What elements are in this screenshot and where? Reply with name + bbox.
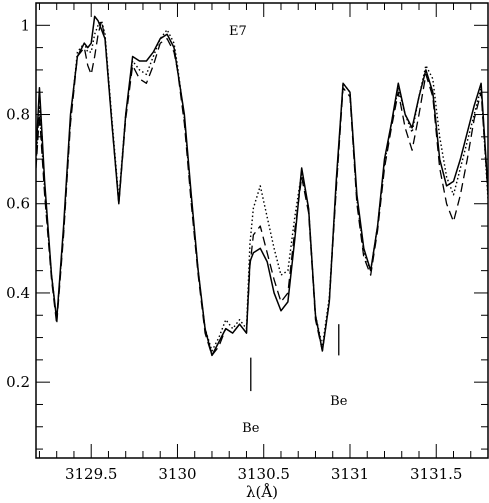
y-tick-label: 0.2 (6, 373, 30, 391)
x-tick-label: 3129.5 (65, 465, 118, 483)
y-tick-label: 1 (20, 16, 30, 34)
x-tick-label: 3131 (331, 465, 369, 483)
x-tick-label: 3131.5 (410, 465, 463, 483)
y-tick-label: 0.6 (6, 195, 30, 213)
annotation-layer: E7 Be Be (229, 24, 348, 436)
be-marker-label: Be (242, 421, 260, 436)
series-line-solid (36, 15, 488, 357)
panel-label: E7 (229, 24, 247, 39)
x-axis-label: λ(Å) (246, 483, 278, 501)
y-tick-label: 0.4 (6, 284, 30, 302)
x-tick-label: 3130.5 (237, 465, 290, 483)
series-layer (36, 15, 488, 357)
x-tick-label: 3130 (158, 465, 196, 483)
plot-frame (35, 2, 489, 459)
series-line-dotted (36, 20, 488, 352)
series-line-dashed (36, 20, 488, 357)
y-tick-label: 0.8 (6, 106, 30, 124)
ticks-layer: 3129.5 3130 3130.5 3131 3131.5 0.2 0.4 0.6 0.8 1 (6, 2, 489, 483)
be-marker-label: Be (330, 394, 348, 409)
